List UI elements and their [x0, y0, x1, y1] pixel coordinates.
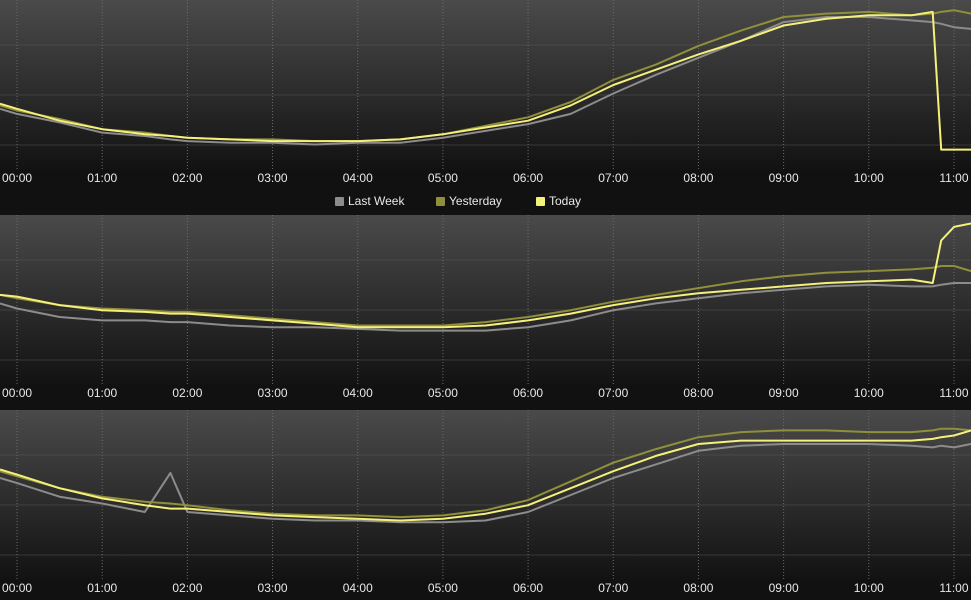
series-line — [0, 265, 971, 327]
panel-background — [0, 410, 971, 580]
x-tick-label: 05:00 — [428, 171, 458, 185]
x-tick-label: 04:00 — [343, 171, 373, 185]
x-tick-label: 10:00 — [854, 171, 884, 185]
x-tick-label: 11:00 — [939, 386, 968, 400]
x-tick-label: 08:00 — [683, 386, 713, 400]
legend-swatch — [536, 197, 545, 206]
legend: Last Week Yesterday Today — [335, 194, 581, 208]
x-tick-label: 02:00 — [172, 581, 202, 595]
x-tick-label: 11:00 — [939, 581, 968, 595]
x-tick-label: 01:00 — [87, 386, 117, 400]
x-tick-label: 04:00 — [343, 386, 373, 400]
x-tick-label: 10:00 — [854, 581, 884, 595]
legend-label: Last Week — [348, 194, 405, 208]
series-line — [0, 282, 971, 332]
x-tick-label: 03:00 — [258, 581, 288, 595]
series-line — [0, 10, 971, 151]
x-tick-label: 04:00 — [343, 581, 373, 595]
panel-background — [0, 0, 971, 170]
x-tick-label: 07:00 — [598, 171, 628, 185]
series-line — [0, 429, 971, 522]
x-tick-label: 00:00 — [2, 386, 32, 400]
x-tick-label: 02:00 — [172, 171, 202, 185]
x-tick-label: 08:00 — [683, 581, 713, 595]
x-tick-label: 11:00 — [939, 171, 968, 185]
legend-label: Yesterday — [449, 194, 502, 208]
x-tick-label: 00:00 — [2, 581, 32, 595]
x-tick-label: 03:00 — [258, 386, 288, 400]
x-tick-label: 09:00 — [769, 386, 799, 400]
x-tick-label: 06:00 — [513, 171, 543, 185]
legend-swatch — [436, 197, 445, 206]
x-tick-label: 09:00 — [769, 171, 799, 185]
series-line — [0, 16, 971, 146]
x-tick-label: 07:00 — [598, 386, 628, 400]
x-tick-label: 06:00 — [513, 386, 543, 400]
x-tick-label: 07:00 — [598, 581, 628, 595]
x-tick-label: 01:00 — [87, 581, 117, 595]
x-tick-label: 05:00 — [428, 386, 458, 400]
x-tick-label: 03:00 — [258, 171, 288, 185]
x-tick-label: 05:00 — [428, 581, 458, 595]
panel-background — [0, 215, 971, 385]
legend-swatch — [335, 197, 344, 206]
x-tick-label: 01:00 — [87, 171, 117, 185]
legend-label: Today — [549, 194, 581, 208]
series-line — [0, 427, 971, 519]
series-line — [0, 222, 971, 329]
series-line — [0, 443, 971, 524]
x-tick-label: 10:00 — [854, 386, 884, 400]
x-tick-label: 06:00 — [513, 581, 543, 595]
x-tick-label: 00:00 — [2, 171, 32, 185]
x-tick-label: 02:00 — [172, 386, 202, 400]
x-tick-label: 08:00 — [683, 171, 713, 185]
x-tick-label: 09:00 — [769, 581, 799, 595]
